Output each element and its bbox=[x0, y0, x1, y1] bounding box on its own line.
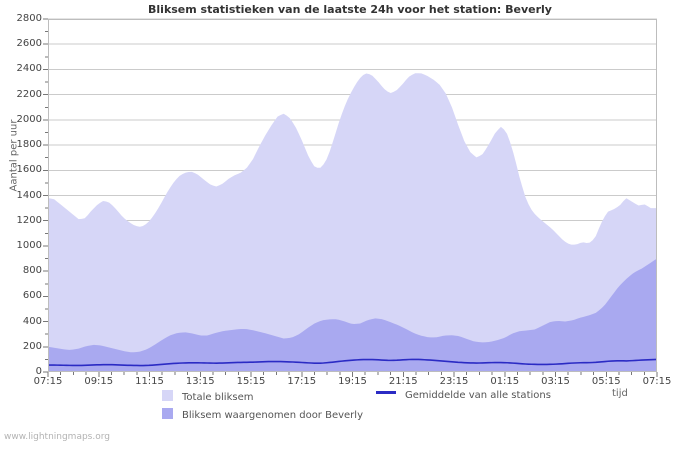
y-tick-label: 2200 bbox=[16, 88, 42, 100]
y-tick-label: 1200 bbox=[16, 214, 42, 226]
y-axis-label: Aantal per uur bbox=[8, 119, 20, 192]
x-tick-label: 15:15 bbox=[236, 376, 266, 387]
x-tick-label: 07:15 bbox=[33, 376, 63, 387]
y-tick-label: 2800 bbox=[16, 13, 42, 24]
legend-item-average: Gemiddelde van alle stations bbox=[376, 390, 551, 401]
y-tick-label: 200 bbox=[22, 340, 42, 352]
x-tick-label: 01:15 bbox=[490, 376, 520, 387]
page-title: Bliksem statistieken van de laatste 24h … bbox=[148, 3, 552, 16]
area-station-lightning bbox=[48, 258, 657, 372]
legend-swatch-total bbox=[162, 390, 173, 401]
y-tick-label: 1000 bbox=[16, 239, 42, 251]
y-tick-label: 2400 bbox=[16, 63, 42, 75]
legend-label-average: Gemiddelde van alle stations bbox=[405, 390, 551, 401]
legend-swatch-station bbox=[162, 408, 173, 419]
legend-item-total: Totale bliksem bbox=[162, 390, 253, 403]
y-tick-label: 1600 bbox=[16, 164, 42, 176]
y-tick-label: 1400 bbox=[16, 189, 42, 201]
x-tick-label: 17:15 bbox=[287, 376, 317, 387]
chart-legend: Totale bliksem Bliksem waargenomen door … bbox=[0, 390, 700, 424]
area-total-lightning bbox=[48, 73, 657, 373]
y-tick-label: 2600 bbox=[16, 38, 42, 50]
x-tick-label: 19:15 bbox=[338, 376, 367, 387]
site-footer: www.lightningmaps.org bbox=[4, 432, 110, 442]
y-tick-label: 0 bbox=[35, 366, 42, 377]
legend-line-average bbox=[376, 391, 396, 394]
x-tick-label: 07:15 bbox=[642, 376, 672, 387]
legend-item-station: Bliksem waargenomen door Beverly bbox=[162, 408, 363, 421]
legend-label-total: Totale bliksem bbox=[182, 392, 254, 403]
y-tick-label: 600 bbox=[22, 290, 42, 302]
x-axis-label: tijd bbox=[612, 388, 628, 399]
x-tick-label: 09:15 bbox=[84, 376, 114, 387]
y-tick-label: 1800 bbox=[16, 139, 42, 151]
legend-label-station: Bliksem waargenomen door Beverly bbox=[182, 410, 363, 421]
y-tick-label: 2000 bbox=[16, 113, 42, 125]
x-tick-label: 03:15 bbox=[541, 376, 570, 387]
x-tick-label: 11:15 bbox=[135, 376, 164, 387]
line-average-all-stations bbox=[48, 358, 658, 367]
x-tick-label: 23:15 bbox=[439, 376, 469, 387]
x-tick-label: 21:15 bbox=[388, 376, 418, 387]
y-tick-label: 800 bbox=[22, 265, 42, 277]
x-tick-label: 13:15 bbox=[185, 376, 215, 387]
x-tick-label: 05:15 bbox=[591, 376, 621, 387]
y-tick-label: 400 bbox=[22, 315, 42, 327]
